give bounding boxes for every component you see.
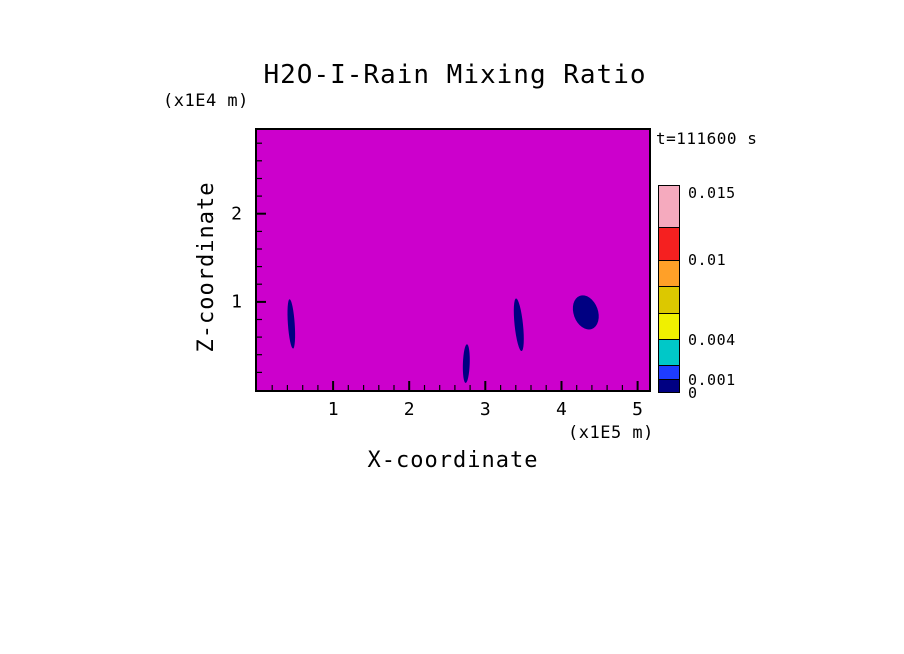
colorbar-tick-label: 0 bbox=[688, 384, 698, 402]
x-axis-units-label: (x1E5 m) bbox=[568, 423, 654, 443]
x-tick-label: 5 bbox=[632, 399, 643, 420]
colorbar-segment bbox=[659, 259, 679, 287]
colorbar-segment bbox=[659, 286, 679, 313]
colorbar-segment bbox=[659, 339, 679, 366]
x-tick-label: 3 bbox=[479, 399, 491, 420]
colorbar-tick-label: 0.01 bbox=[688, 250, 727, 269]
z-axis-units-label: (x1E4 m) bbox=[163, 91, 249, 111]
colorbar-tick-label: 0.001 bbox=[688, 370, 736, 389]
chart-title: H2O-I-Rain Mixing Ratio bbox=[263, 60, 647, 90]
x-axis-title: X-coordinate bbox=[367, 448, 539, 473]
colorbar-segment bbox=[659, 186, 679, 227]
x-tick-label: 1 bbox=[327, 399, 339, 420]
z-tick-label: 2 bbox=[231, 203, 242, 225]
x-tick-label: 4 bbox=[556, 399, 567, 420]
z-tick-label: 1 bbox=[231, 291, 242, 313]
colorbar-segment bbox=[659, 312, 679, 340]
time-annotation: t=111600 s bbox=[656, 129, 758, 148]
colorbar-tick-label: 0.004 bbox=[688, 330, 736, 349]
colorbar-segment bbox=[659, 365, 679, 379]
colorbar-tick-label: 0.015 bbox=[688, 184, 736, 202]
colorbar bbox=[658, 185, 680, 393]
plot-canvas bbox=[257, 130, 649, 390]
plot-area bbox=[255, 128, 651, 392]
z-axis-title: Z-coordinate bbox=[194, 181, 219, 353]
colorbar-segment bbox=[659, 226, 679, 260]
x-tick-label: 2 bbox=[403, 399, 415, 420]
colorbar-segment bbox=[659, 378, 679, 392]
